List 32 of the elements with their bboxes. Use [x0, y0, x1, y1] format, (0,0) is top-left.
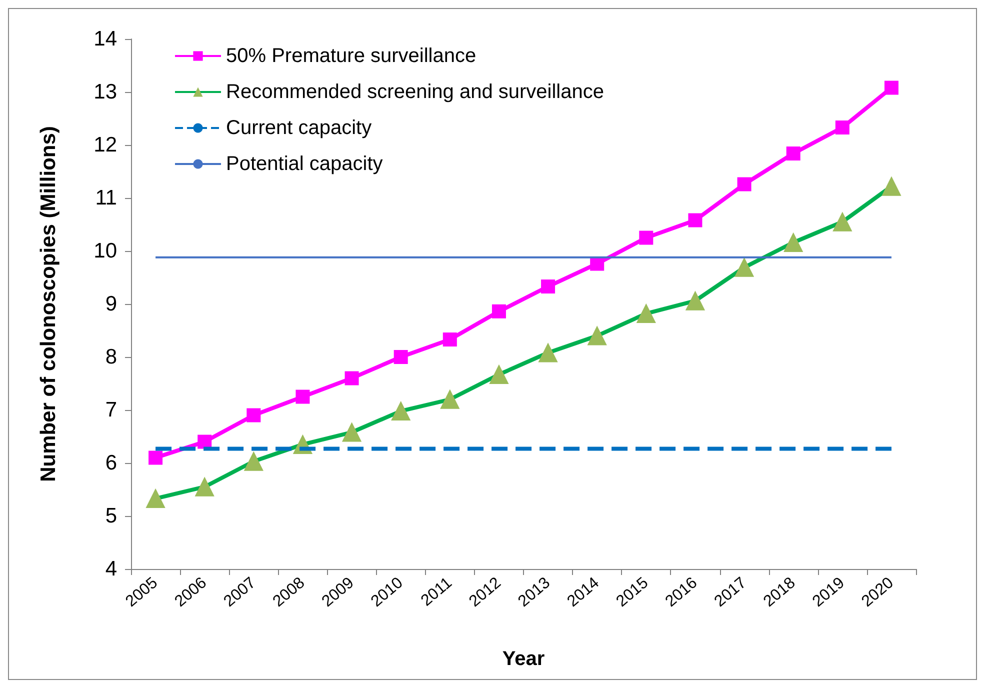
y-tick-label: 11 [95, 186, 117, 210]
point [688, 213, 702, 228]
point [492, 304, 506, 318]
x-axis-title: Year [502, 648, 545, 670]
legend-label: Potential capacity [226, 153, 383, 175]
point [148, 450, 163, 465]
y-tick-label: 5 [105, 504, 117, 528]
point [198, 434, 212, 449]
point [835, 120, 850, 135]
y-tick-label: 8 [105, 346, 117, 368]
point [737, 177, 752, 192]
legend-label: Current capacity [226, 117, 372, 139]
point [786, 146, 800, 160]
y-tick-label: 12 [94, 134, 117, 156]
point [246, 408, 261, 422]
y-tick-label: 10 [94, 240, 117, 262]
y-axis-title: Number of colonoscopies (Millions) [37, 126, 60, 482]
y-tick-label: 6 [105, 452, 117, 474]
y-tick-label: 13 [94, 80, 117, 104]
y-tick-label: 7 [105, 398, 117, 422]
y-tick-label: 4 [105, 558, 118, 580]
point [541, 280, 556, 294]
point [639, 230, 654, 245]
legend-label: Recommended screening and surveillance [226, 81, 604, 103]
point [296, 390, 310, 404]
legend-label: 50% Premature surveillance [226, 45, 476, 67]
point [344, 371, 359, 386]
point [394, 350, 408, 364]
y-tick-label: 14 [94, 28, 118, 50]
point [442, 332, 457, 347]
y-tick-label: 9 [105, 292, 117, 316]
point [884, 80, 898, 95]
